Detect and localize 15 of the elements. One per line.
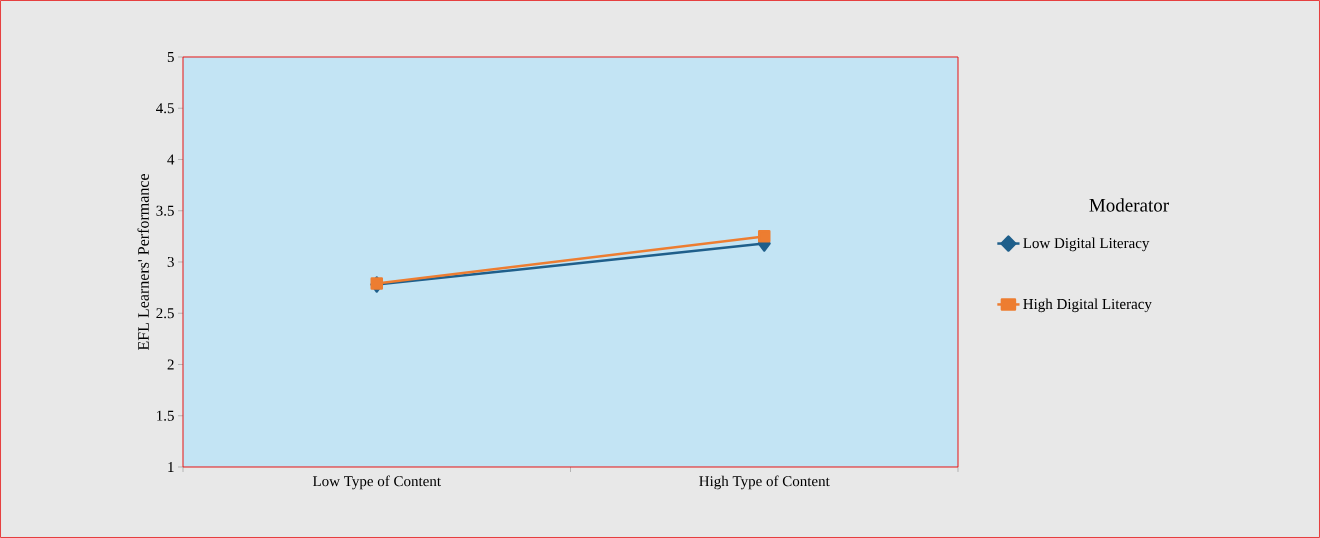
x-tick-label: High Type of Content — [699, 475, 830, 490]
y-tick-label: 2.5 — [156, 308, 174, 319]
y-tick-label: 1.5 — [157, 410, 174, 421]
legend-label: Low Digital Literacy — [1023, 237, 1150, 252]
y-tick-label: 3.5 — [156, 205, 174, 216]
y-tick-label: 4.5 — [156, 103, 174, 114]
y-tick-label: 4 — [167, 154, 175, 165]
legend-title: Moderator — [1089, 198, 1169, 212]
y-tick-label: 2 — [167, 359, 174, 370]
y-tick-label: 5 — [167, 52, 174, 62]
y-tick-label: 1 — [168, 462, 174, 472]
x-tick-label: Low Type of Content — [312, 475, 441, 490]
y-tick-label: 3 — [167, 256, 174, 268]
y-axis-title: EFL Learners' Performance — [137, 174, 149, 351]
legend-label: High Digital Literacy — [1023, 298, 1152, 313]
